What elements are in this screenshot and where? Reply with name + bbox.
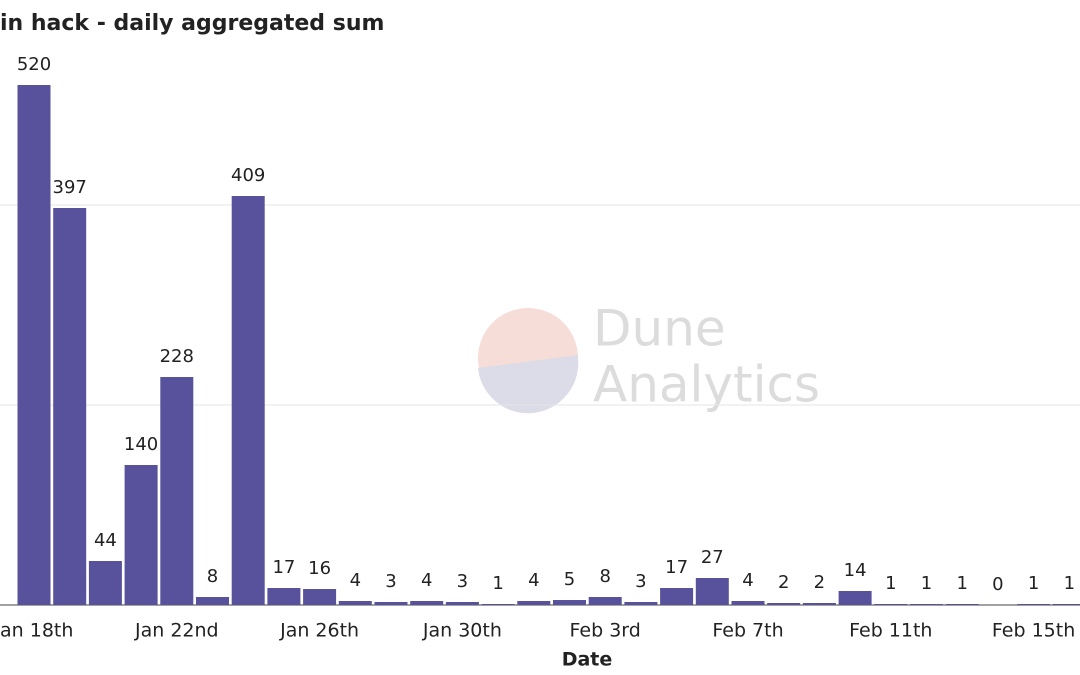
bar (767, 603, 801, 605)
bar (17, 85, 51, 605)
data-label: 4 (742, 570, 753, 591)
bar (802, 603, 836, 605)
data-label: 2 (814, 572, 825, 593)
data-label: 14 (844, 560, 867, 581)
data-label: 8 (207, 566, 218, 587)
data-label: 5 (564, 569, 575, 590)
bar (910, 604, 943, 605)
data-label: 1 (492, 573, 503, 594)
bar (338, 601, 372, 605)
bar (481, 604, 515, 605)
bar (231, 196, 265, 605)
bar (624, 602, 658, 605)
bar (124, 465, 158, 605)
data-label: 1 (921, 573, 932, 594)
bar (445, 602, 479, 605)
watermark-text: Dune (593, 300, 726, 358)
x-tick-label: Feb 3rd (570, 620, 641, 642)
bar (517, 601, 551, 605)
watermark-text: Analytics (593, 356, 820, 414)
data-label: 520 (17, 54, 51, 75)
bar (588, 597, 622, 605)
data-label: 1 (885, 573, 896, 594)
x-tick-label: Feb 11th (849, 620, 932, 642)
data-label: 2 (778, 572, 789, 593)
bar (88, 561, 122, 605)
x-tick-label: Jan 30th (422, 620, 502, 642)
data-label: 3 (635, 571, 646, 592)
data-label: 3 (457, 571, 468, 592)
data-label: 3 (385, 571, 396, 592)
data-label: 16 (308, 558, 331, 579)
data-label: 44 (94, 530, 117, 551)
bar (196, 597, 229, 605)
bar (267, 588, 301, 605)
data-label: 1 (1064, 573, 1075, 594)
data-label: 1 (1028, 573, 1039, 594)
data-label: 1 (956, 573, 967, 594)
bar (1052, 604, 1080, 605)
data-label: 4 (350, 570, 361, 591)
bar (945, 604, 979, 605)
data-label: 17 (665, 557, 688, 578)
bar (838, 591, 872, 605)
data-label: 409 (231, 165, 265, 186)
watermark-logo-part (478, 355, 579, 414)
x-tick-label: an 18th (0, 620, 73, 642)
data-label: 228 (160, 346, 194, 367)
x-axis-label: Date (562, 649, 613, 671)
bar (874, 604, 908, 605)
chart-title: in hack - daily aggregated sum (0, 11, 384, 36)
bar (1017, 604, 1051, 605)
bar (410, 601, 444, 605)
data-label: 4 (421, 570, 432, 591)
watermark: Dune Analytics (478, 300, 820, 414)
bar (374, 602, 408, 605)
data-label: 0 (992, 574, 1003, 595)
data-label: 140 (124, 434, 158, 455)
bar (731, 601, 765, 605)
bar (660, 588, 694, 605)
data-label: 397 (53, 177, 87, 198)
data-label: 4 (528, 570, 539, 591)
x-tick-label: Jan 26th (279, 620, 359, 642)
bar (53, 208, 87, 605)
bar (695, 578, 729, 605)
bar (303, 589, 337, 605)
x-tick-label: Feb 7th (712, 620, 783, 642)
x-tick-label: Feb 15th (992, 620, 1075, 642)
x-tick-label: Jan 22nd (134, 620, 219, 642)
data-label: 27 (701, 547, 724, 568)
bar (160, 377, 194, 605)
data-label: 17 (272, 557, 295, 578)
bar (553, 600, 586, 605)
data-label: 8 (599, 566, 610, 587)
